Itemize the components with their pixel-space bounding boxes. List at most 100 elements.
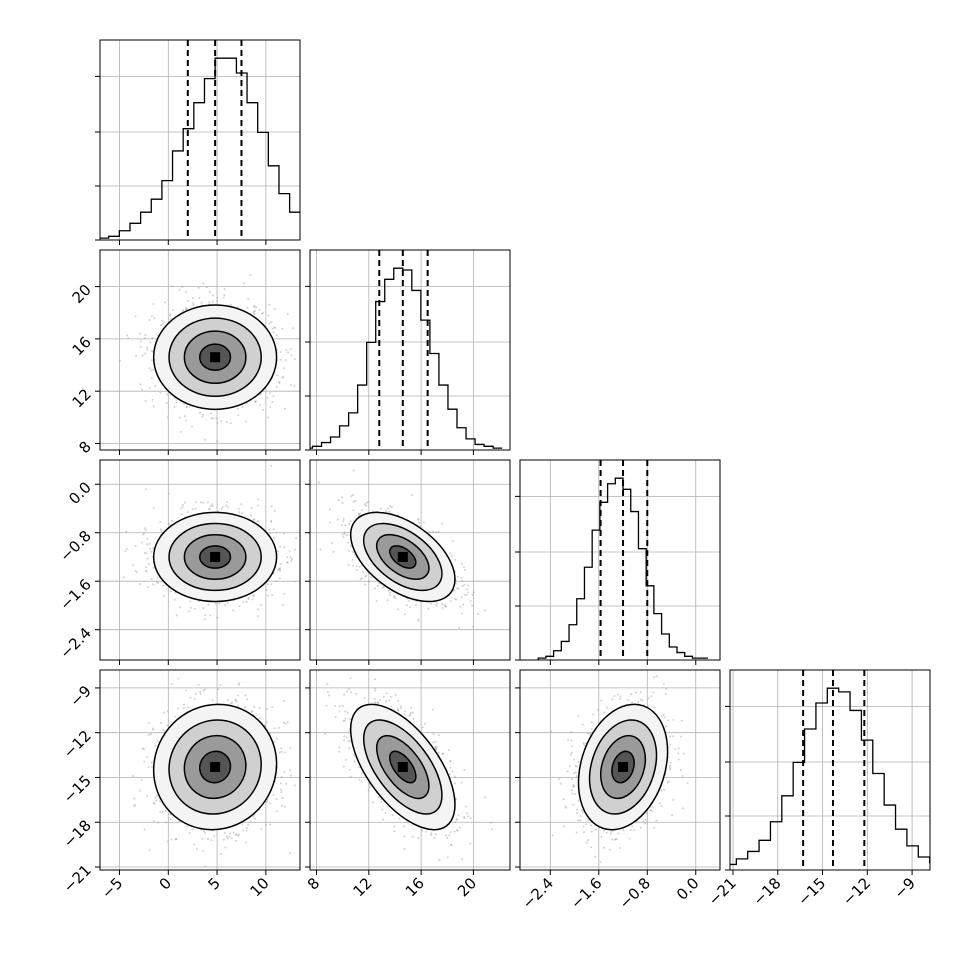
scatter-point — [352, 500, 355, 503]
scatter-point — [279, 562, 282, 565]
scatter-point — [181, 309, 184, 312]
scatter-point — [457, 814, 460, 816]
scatter-point — [153, 317, 156, 320]
scatter-point — [187, 511, 190, 514]
scatter-point — [275, 385, 278, 388]
scatter-point — [210, 503, 213, 506]
scatter-point — [582, 825, 585, 828]
scatter-point — [275, 737, 278, 740]
scatter-point — [644, 819, 647, 821]
scatter-point — [610, 830, 613, 833]
y-tick-label: 8 — [75, 438, 94, 457]
scatter-point — [393, 830, 396, 833]
scatter-point — [150, 550, 153, 553]
scatter-point — [144, 529, 147, 532]
scatter-point — [286, 561, 289, 564]
scatter-point — [630, 693, 633, 696]
scatter-point — [472, 625, 475, 628]
scatter-point — [301, 743, 303, 745]
scatter-point — [150, 349, 153, 352]
scatter-point — [215, 417, 218, 420]
scatter-point — [178, 820, 181, 823]
scatter-point — [446, 836, 449, 839]
scatter-point — [338, 750, 341, 753]
scatter-point — [285, 349, 288, 351]
scatter-point — [456, 829, 458, 831]
scatter-point — [283, 546, 286, 549]
scatter-point — [343, 648, 345, 650]
scatter-point — [361, 772, 363, 775]
scatter-point — [417, 619, 420, 622]
scatter-point — [278, 381, 280, 383]
scatter-point — [273, 308, 276, 310]
scatter-point — [328, 694, 330, 697]
scatter-point — [191, 297, 194, 300]
scatter-point — [278, 568, 281, 571]
density-peak — [210, 762, 221, 773]
scatter-point — [379, 507, 382, 510]
scatter-point — [159, 324, 162, 327]
scatter-point — [463, 593, 466, 596]
axes-frame — [99, 459, 301, 661]
scatter-point — [244, 706, 247, 709]
scatter-point — [250, 514, 252, 517]
scatter-point — [211, 699, 214, 702]
scatter-point — [449, 600, 452, 603]
scatter-point — [161, 810, 164, 813]
scatter-point — [216, 299, 219, 302]
scatter-point — [185, 406, 188, 409]
scatter-point — [469, 600, 472, 603]
scatter-point — [407, 599, 410, 602]
scatter-point — [275, 580, 278, 583]
scatter-point — [229, 832, 232, 835]
axes-frame — [99, 669, 301, 871]
scatter-point — [178, 288, 181, 291]
scatter-point — [216, 421, 219, 424]
scatter-point — [338, 710, 341, 713]
scatter-point — [349, 775, 352, 778]
scatter-point — [461, 580, 464, 582]
scatter-point — [565, 806, 568, 809]
scatter-point — [193, 607, 196, 610]
scatter-point — [202, 282, 205, 285]
scatter-point — [680, 769, 682, 772]
scatter-point — [148, 733, 150, 736]
axes-frame — [309, 459, 511, 661]
scatter-point — [343, 739, 346, 742]
scatter-point — [150, 577, 153, 580]
scatter-point — [344, 717, 347, 720]
scatter-point — [220, 508, 223, 510]
x-tick-label: −2.4 — [519, 874, 557, 912]
scatter-point — [253, 706, 256, 708]
scatter-point — [339, 705, 341, 708]
scatter-point — [187, 706, 190, 709]
scatter-point — [140, 778, 143, 781]
scatter-point — [400, 707, 402, 710]
scatter-point — [550, 730, 553, 733]
density-peak — [210, 352, 221, 363]
scatter-point — [319, 354, 321, 356]
scatter-point — [275, 798, 278, 801]
scatter-point — [386, 599, 389, 602]
scatter-point — [432, 741, 435, 744]
scatter-point — [280, 750, 283, 753]
scatter-point — [566, 770, 569, 773]
axes-frame — [519, 459, 721, 661]
scatter-point — [173, 405, 176, 408]
scatter-point — [572, 758, 575, 761]
scatter-point — [394, 693, 397, 696]
scatter-point — [224, 604, 227, 607]
scatter-point — [417, 518, 420, 521]
scatter-point — [639, 691, 642, 694]
scatter-point — [259, 404, 262, 406]
scatter-point — [272, 528, 275, 531]
scatter-point — [202, 830, 205, 833]
scatter-point — [277, 727, 280, 729]
x-tick-label: 20 — [454, 874, 480, 900]
scatter-point — [660, 805, 663, 808]
scatter-point — [349, 718, 352, 721]
scatter-point — [208, 301, 211, 303]
scatter-point — [185, 307, 188, 310]
scatter-point — [605, 831, 608, 834]
scatter-point — [663, 788, 666, 791]
